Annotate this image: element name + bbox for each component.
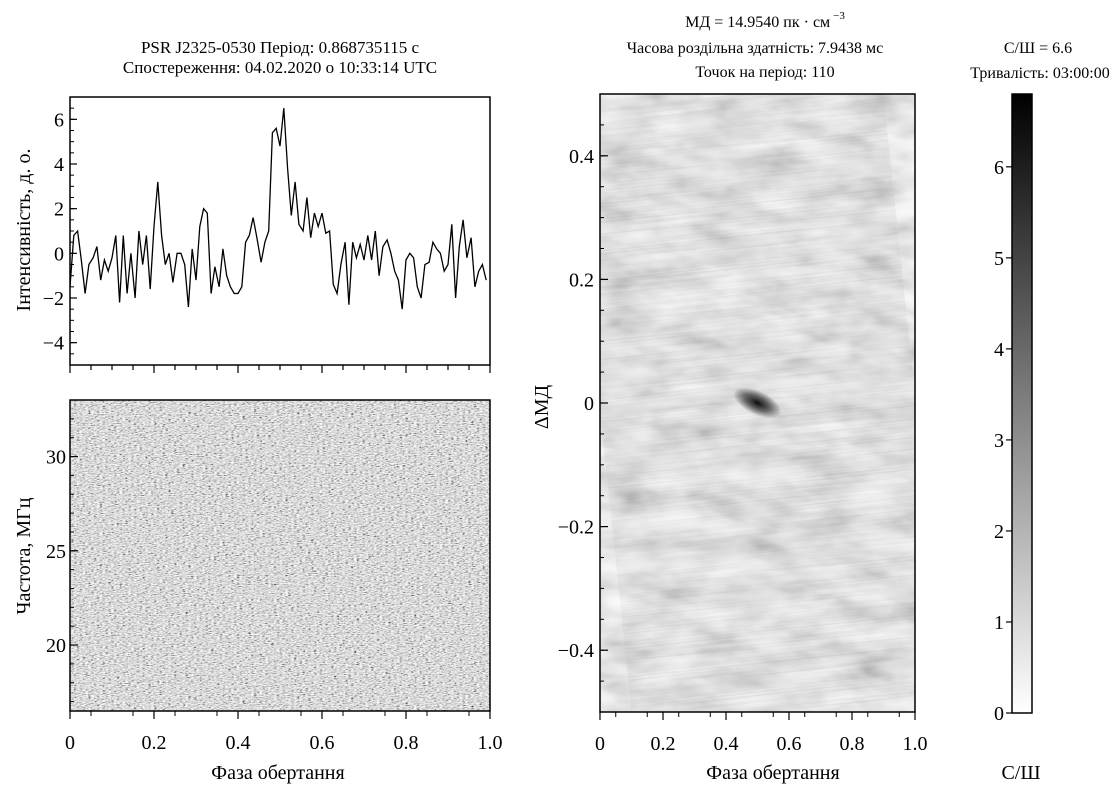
dm-phase-peak xyxy=(733,387,782,419)
header-left-line1: PSR J2325-0530 Період: 0.868735115 с xyxy=(141,38,420,57)
colorbar-tick-label: 1 xyxy=(994,612,1004,634)
spectrum-xlabel: Фаза обертання xyxy=(211,762,344,784)
colorbar-tick-label: 3 xyxy=(994,430,1004,452)
dm-phase-xtick-label: 0 xyxy=(595,733,605,755)
dm-phase-ytick-label: −0.2 xyxy=(558,517,594,539)
dm-phase-ytick-label: 0 xyxy=(584,393,594,415)
profile-axes-frame xyxy=(69,96,491,366)
spectrum-xtick-label: 0 xyxy=(65,732,75,754)
spectrum-axes-frame xyxy=(69,399,491,712)
colorbar-tick-label: 0 xyxy=(994,703,1004,725)
spectrum-ylabel: Частота, МГц xyxy=(13,497,35,614)
profile-ytick-label: 0 xyxy=(54,243,64,265)
dm-phase-ytick-label: −0.4 xyxy=(558,640,594,662)
dm-phase-ytick-label: 0.2 xyxy=(569,269,594,291)
profile-series-line xyxy=(69,108,487,310)
header-left-line2: Спостереження: 04.02.2020 о 10:33:14 UTC xyxy=(123,58,437,77)
colorbar-label: С/Ш xyxy=(1001,762,1040,784)
spectrum-xtick-label: 1.0 xyxy=(478,732,503,754)
profile-ytick-label: 2 xyxy=(54,199,64,221)
profile-plot: −4 −2 0 2 4 6 Інтенсивність, д. о. xyxy=(13,96,491,373)
profile-ytick-label: −4 xyxy=(43,333,64,355)
colorbar: 0 1 2 3 4 5 6 С/Ш xyxy=(994,93,1041,784)
header-duration: Тривалість: 03:00:00 xyxy=(970,65,1109,82)
colorbar-tick-label: 2 xyxy=(994,521,1004,543)
dm-phase-ticks: 0.4 0.2 0 −0.2 −0.4 0 0.2 0.4 0.6 0.8 1.0 xyxy=(558,93,928,755)
profile-ytick-label: 4 xyxy=(54,154,64,176)
header-time-res: Часова роздільна здатність: 7.9438 мс xyxy=(627,40,884,57)
dm-phase-xtick-label: 0.8 xyxy=(840,733,865,755)
spectrum-ticks: 20 25 30 0 0.2 0.4 0.6 0.8 1.0 xyxy=(46,399,503,754)
spectrum-image xyxy=(70,400,490,711)
profile-ticks: −4 −2 0 2 4 6 xyxy=(43,96,491,373)
spectrum-xtick-label: 0.6 xyxy=(310,732,335,754)
spectrum-ytick-label: 20 xyxy=(46,635,66,657)
spectrum-xtick-label: 0.4 xyxy=(226,732,251,754)
dm-phase-xtick-label: 1.0 xyxy=(903,733,928,755)
dm-phase-xtick-label: 0.2 xyxy=(651,733,676,755)
colorbar-tick-label: 4 xyxy=(994,339,1004,361)
colorbar-ticks: 0 1 2 3 4 5 6 xyxy=(994,157,1012,725)
spectrum-xtick-label: 0.2 xyxy=(142,732,167,754)
header-points: Точок на період: 110 xyxy=(695,64,834,81)
dm-phase-plot: 0.4 0.2 0 −0.2 −0.4 0 0.2 0.4 0.6 0.8 1.0 ΔМД Фаза… xyxy=(531,93,928,784)
spectrum-plot: 20 25 30 0 0.2 0.4 0.6 0.8 1.0 Частота, МГц Фаза… xyxy=(13,399,503,784)
dm-phase-xlabel: Фаза обертання xyxy=(706,762,839,784)
dm-phase-ylabel: ΔМД xyxy=(531,385,553,430)
spectrum-ytick-label: 25 xyxy=(46,541,66,563)
spectrum-ytick-label: 30 xyxy=(46,447,66,469)
colorbar-tick-label: 6 xyxy=(994,157,1004,179)
spectrum-xtick-label: 0.8 xyxy=(394,732,419,754)
dm-phase-ytick-label: 0.4 xyxy=(569,146,594,168)
dm-phase-xtick-label: 0.6 xyxy=(777,733,802,755)
profile-ytick-label: −2 xyxy=(43,288,64,310)
header-snr: С/Ш = 6.6 xyxy=(1004,40,1072,57)
colorbar-gradient xyxy=(1011,93,1033,714)
header-dm: МД = 14.9540 пк · см −3 xyxy=(685,10,845,31)
colorbar-tick-label: 5 xyxy=(994,248,1004,270)
profile-ytick-label: 6 xyxy=(54,109,64,131)
dm-phase-xtick-label: 0.4 xyxy=(714,733,739,755)
dm-exponent: −3 xyxy=(833,10,845,22)
profile-ylabel: Інтенсивність, д. о. xyxy=(13,149,35,312)
